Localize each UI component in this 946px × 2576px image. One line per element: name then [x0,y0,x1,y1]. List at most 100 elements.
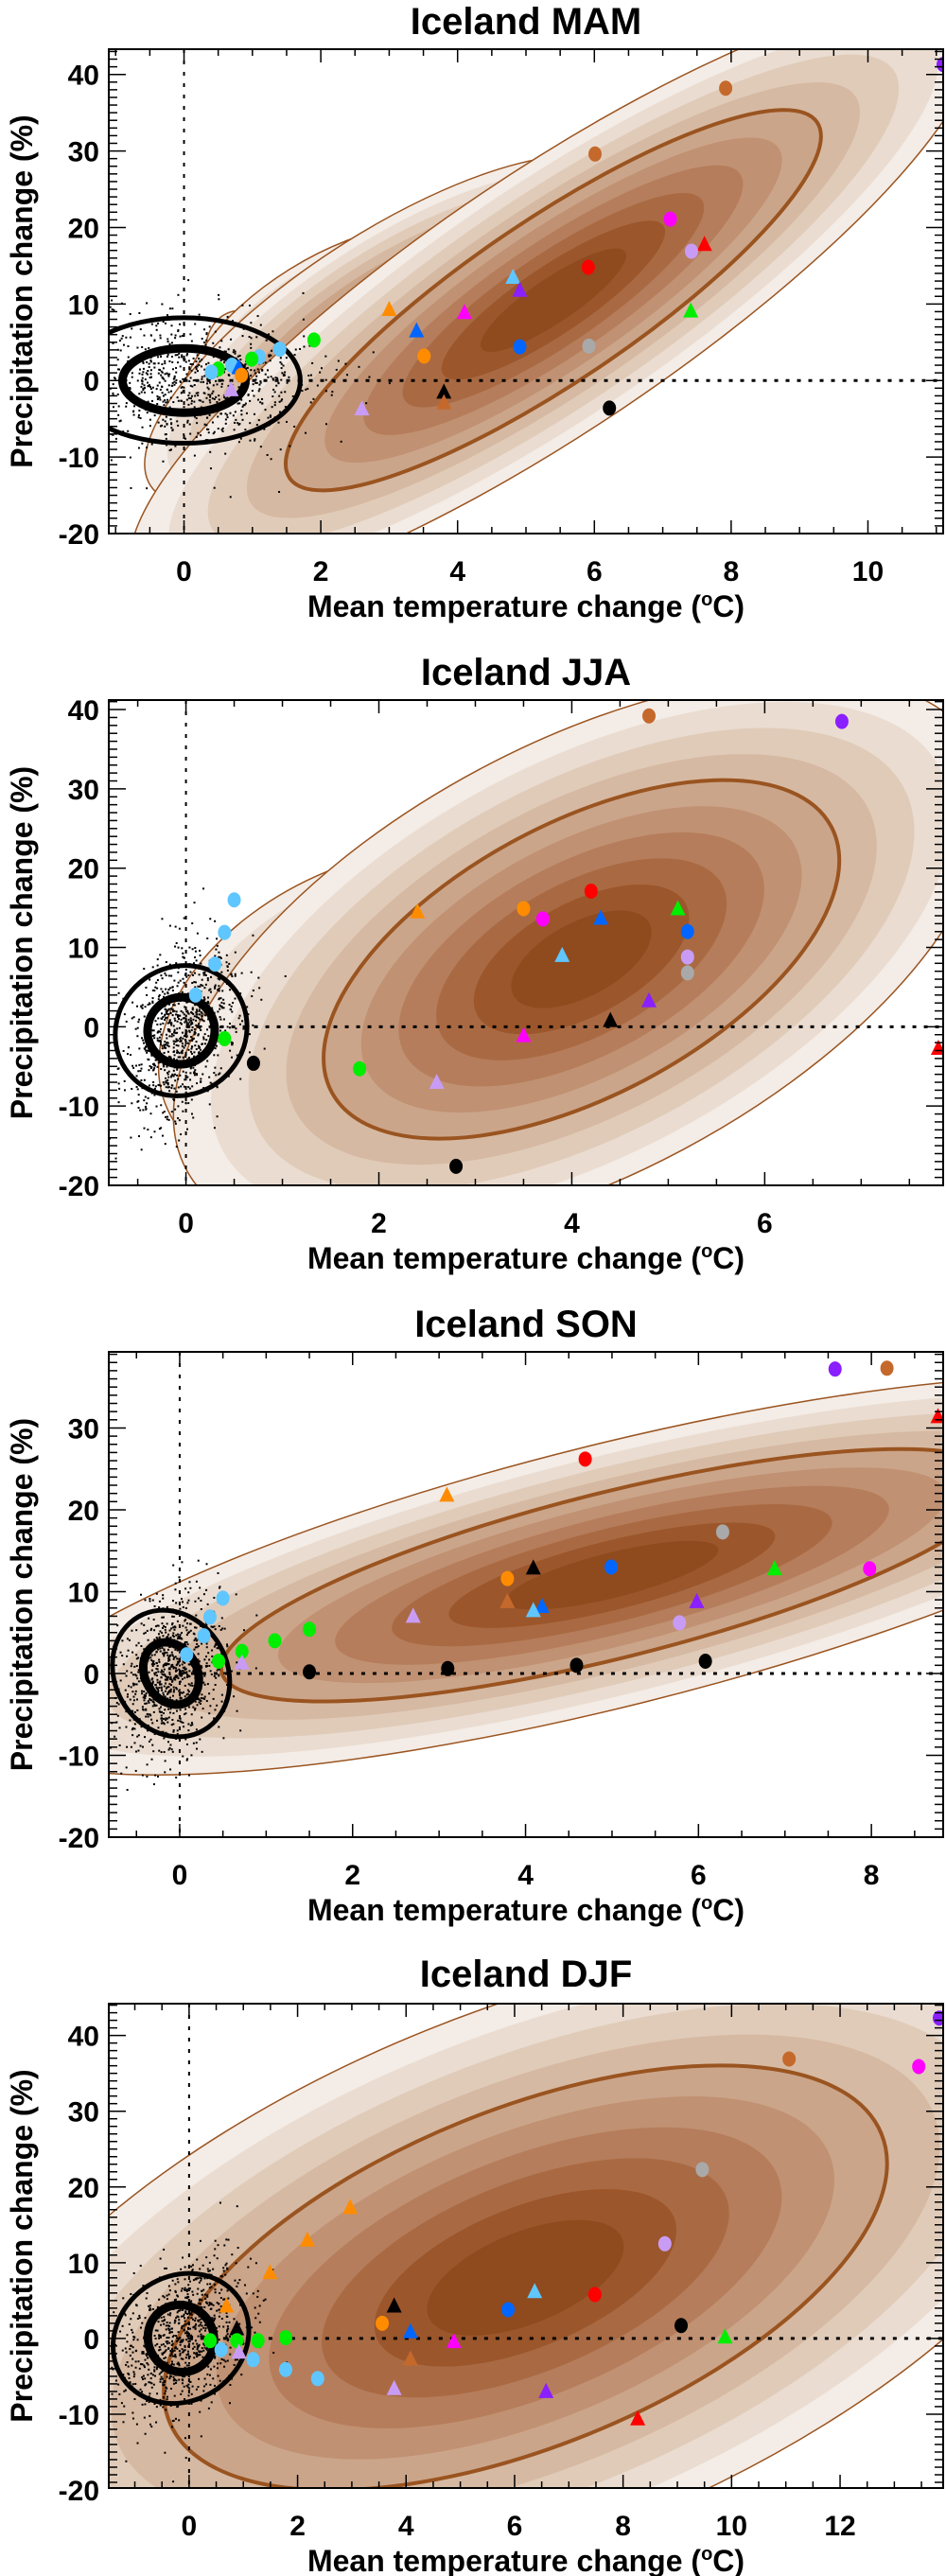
noise-dot [218,2308,220,2311]
noise-dot [160,2316,163,2319]
noise-dot [161,424,164,427]
noise-dot [184,1708,187,1710]
noise-dot [165,1687,167,1690]
noise-dot [189,362,192,365]
noise-dot [201,400,204,403]
noise-dot [122,2374,125,2376]
y-tick-label: 40 [68,695,99,727]
noise-dot [218,990,220,992]
noise-dot [155,2421,158,2424]
noise-dot [209,988,212,990]
noise-dot [112,406,114,409]
noise-dot [171,1665,174,1668]
noise-dot [221,1627,224,1630]
noise-dot [184,437,187,440]
noise-dot [163,2384,166,2387]
noise-dot [278,490,281,493]
noise-dot [154,2329,157,2332]
noise-dot [172,2379,175,2382]
noise-dot [123,1089,126,1092]
noise-dot [126,2334,129,2337]
noise-dot [173,375,176,377]
data-point-triangle [717,2328,733,2344]
noise-dot [162,321,165,324]
noise-dot [146,412,149,414]
noise-dot [148,1049,150,1052]
noise-dot [118,1744,121,1747]
noise-dot [178,1026,181,1029]
noise-dot [153,1663,156,1666]
noise-dot [154,2374,157,2377]
noise-dot [158,2346,161,2349]
noise-dot [149,1113,152,1115]
noise-dot [167,2293,170,2296]
noise-dot [185,1035,188,1038]
noise-dot [229,2353,232,2356]
noise-dot [141,442,144,445]
noise-dot [159,1043,162,1046]
noise-dot [212,432,215,435]
plot-area [101,700,943,1185]
noise-dot [209,2307,212,2310]
noise-dot [87,403,89,405]
noise-dot [149,385,151,388]
noise-dot [135,2349,138,2352]
noise-dot [196,2292,199,2295]
noise-dot [101,1128,103,1130]
noise-dot [204,973,207,976]
noise-dot [151,1681,154,1684]
noise-dot [171,1680,174,1683]
noise-dot [186,1632,189,1635]
noise-dot [261,368,264,371]
noise-dot [163,1663,166,1666]
noise-dot [169,418,172,421]
noise-dot [163,1653,166,1656]
noise-dot [186,1758,189,1761]
noise-dot [191,948,194,951]
noise-dot [256,2289,259,2292]
noise-dot [185,975,188,978]
noise-dot [154,1073,157,1076]
noise-dot [182,1660,184,1663]
y-tick-label: 20 [68,854,99,885]
noise-dot [178,2309,181,2312]
noise-dot [138,311,141,314]
noise-dot [166,1044,169,1047]
noise-dot [301,390,304,393]
noise-dot [153,1672,156,1674]
y-axis-label: Precipitation change (%) [5,2069,39,2422]
noise-dot [168,924,171,927]
noise-dot [194,947,197,950]
noise-dot [148,1059,150,1061]
noise-dot [193,1071,196,1074]
noise-dot [244,402,247,405]
noise-dot [203,375,206,377]
noise-dot [187,1048,190,1051]
data-point-circle [603,400,617,416]
noise-dot [149,2372,152,2374]
noise-dot [176,1031,179,1034]
noise-dot [189,432,192,435]
noise-dot [182,2256,184,2259]
noise-dot [179,979,182,982]
noise-dot [151,989,154,991]
noise-dot [195,392,198,394]
noise-dot [176,1637,179,1639]
noise-dot [202,2326,205,2329]
noise-dot [163,2334,166,2337]
noise-dot [131,1734,134,1737]
noise-dot [218,2303,220,2305]
data-point-circle [278,2330,292,2346]
noise-dot [166,1028,169,1031]
noise-dot [161,371,164,374]
noise-dot [139,417,142,420]
noise-dot [190,2392,193,2395]
noise-dot [149,1598,151,1601]
noise-dot [169,2354,172,2357]
noise-dot [264,373,267,376]
noise-dot [207,388,210,391]
noise-dot [177,1635,180,1638]
noise-dot [132,410,135,412]
noise-dot [165,1663,167,1666]
